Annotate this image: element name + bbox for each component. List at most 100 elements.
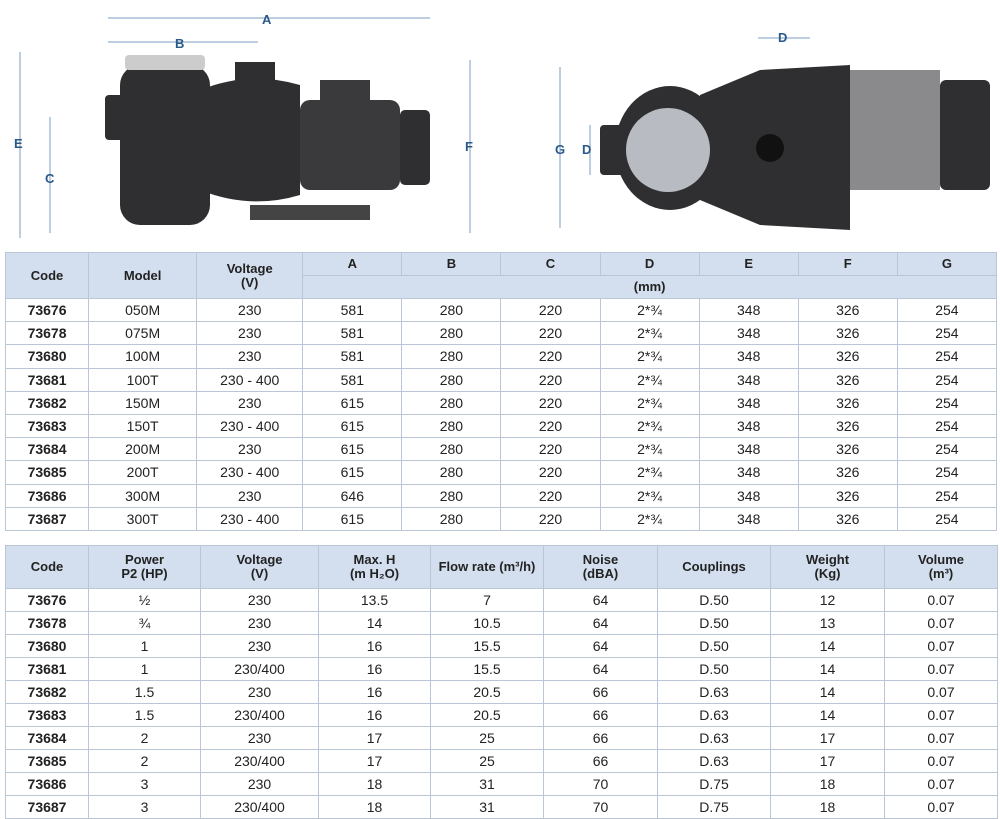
table-cell: 254 (896, 390, 998, 415)
column-header: Flow rate (m³/h) (430, 545, 544, 589)
table-cell: 348 (698, 321, 799, 346)
table-cell: 254 (896, 367, 998, 392)
table-cell: 0.07 (884, 772, 998, 796)
dim-label-g: G (555, 142, 565, 157)
table-cell: 18 (770, 772, 885, 796)
table-cell: 646 (302, 483, 403, 508)
table-cell: 581 (302, 297, 403, 323)
table-cell: 100T (88, 367, 198, 392)
table-cell: 70 (543, 795, 658, 819)
table-cell: 220 (500, 390, 601, 415)
code-cell: 73680 (4, 344, 90, 369)
dim-label-d-side: D (582, 142, 591, 157)
dim-label-a: A (262, 12, 272, 27)
header-g: G (896, 252, 998, 276)
table-cell: 348 (698, 297, 799, 323)
table-row: 73683 150T 230 - 400 615 280 220 2*¾ 348 326 254 (4, 413, 998, 439)
table-cell: 200M (88, 437, 198, 462)
table-cell: 31 (430, 795, 544, 819)
table-cell: 150M (88, 390, 198, 415)
table-cell: 230 - 400 (196, 460, 304, 485)
table-cell: 0.07 (884, 703, 998, 727)
table-row: 73687 3 230/400 18 31 70 D.75 18 0.07 (5, 795, 998, 819)
header-model: Model (88, 252, 198, 299)
table-cell: 2 (88, 749, 201, 773)
table-cell: 254 (896, 460, 998, 485)
table-row: 73678 ¾ 230 14 10.5 64 D.50 13 0.07 (5, 611, 998, 635)
table-row: 73682 1.5 230 16 20.5 66 D.63 14 0.07 (5, 680, 998, 704)
code-cell: 73676 (4, 297, 90, 323)
table-cell: 581 (302, 367, 403, 392)
table-cell: 326 (797, 390, 898, 415)
table-row: 73680 100M 230 581 280 220 2*¾ 348 326 254 (4, 344, 998, 369)
code-cell: 73680 (5, 634, 89, 658)
table-cell: 280 (401, 413, 502, 439)
table-cell: 2*¾ (599, 506, 700, 531)
column-header: Volume (m³) (884, 545, 998, 589)
table-cell: 10.5 (430, 611, 544, 635)
code-cell: 73683 (4, 413, 90, 439)
table-cell: 220 (500, 437, 601, 462)
table-row: 73676 ½ 230 13.5 7 64 D.50 12 0.07 (5, 588, 998, 612)
table-cell: 2*¾ (599, 367, 700, 392)
table-cell: 326 (797, 483, 898, 508)
table-cell: 230/400 (200, 749, 319, 773)
table-cell: 326 (797, 321, 898, 346)
table-cell: 17 (770, 749, 885, 773)
table-cell: 18 (318, 772, 431, 796)
column-header: Max. H (m H₂O) (318, 545, 431, 589)
table-cell: 230 (196, 483, 304, 508)
table-cell: 0.07 (884, 749, 998, 773)
header-e: E (698, 252, 799, 276)
table-cell: 615 (302, 460, 403, 485)
table-row: 73687 300T 230 - 400 615 280 220 2*¾ 348 326 254 (4, 506, 998, 531)
table-cell: 300T (88, 506, 198, 531)
table-cell: 220 (500, 460, 601, 485)
table-cell: 64 (543, 634, 658, 658)
table-cell: D.50 (657, 588, 771, 612)
header-voltage: Voltage (V) (196, 252, 304, 299)
table-cell: 2*¾ (599, 297, 700, 323)
table-cell: 230 - 400 (196, 413, 304, 439)
table-cell: 348 (698, 367, 799, 392)
code-cell: 73681 (4, 367, 90, 392)
table-cell: 2*¾ (599, 321, 700, 346)
pump-top-view-drawing: D G D (555, 30, 990, 230)
table-cell: 300M (88, 483, 198, 508)
table-cell: 581 (302, 344, 403, 369)
table-cell: 326 (797, 297, 898, 323)
performance-table: Code Power P2 (HP) Voltage (V) Max. H (m H₂… (5, 545, 998, 819)
table-cell: 15.5 (430, 657, 544, 681)
table-cell: 14 (770, 634, 885, 658)
pump-body (105, 62, 430, 225)
table-cell: 1 (88, 657, 201, 681)
table-cell: 348 (698, 413, 799, 439)
column-header: Power P2 (HP) (88, 545, 201, 589)
table-row: 73681 1 230/400 16 15.5 64 D.50 14 0.07 (5, 657, 998, 681)
table-cell: 2*¾ (599, 483, 700, 508)
table-cell: 66 (543, 680, 658, 704)
table-cell: 64 (543, 611, 658, 635)
table-cell: D.50 (657, 657, 771, 681)
table-cell: 2*¾ (599, 344, 700, 369)
header-f: F (797, 252, 898, 276)
column-header: Code (5, 545, 89, 589)
table-cell: 1 (88, 634, 201, 658)
table-cell: D.63 (657, 680, 771, 704)
table-cell: 0.07 (884, 657, 998, 681)
table-cell: 254 (896, 437, 998, 462)
code-cell: 73686 (5, 772, 89, 796)
table-cell: 66 (543, 726, 658, 750)
table-cell: 17 (770, 726, 885, 750)
table-cell: 581 (302, 321, 403, 346)
table-cell: 254 (896, 413, 998, 439)
table-cell: 66 (543, 749, 658, 773)
code-cell: 73685 (5, 749, 89, 773)
table-cell: 0.07 (884, 611, 998, 635)
table-cell: 348 (698, 460, 799, 485)
header-d: D (599, 252, 700, 276)
table-row: 73685 2 230/400 17 25 66 D.63 17 0.07 (5, 749, 998, 773)
table-cell: 326 (797, 413, 898, 439)
code-cell: 73683 (5, 703, 89, 727)
table-cell: 230 (200, 772, 319, 796)
